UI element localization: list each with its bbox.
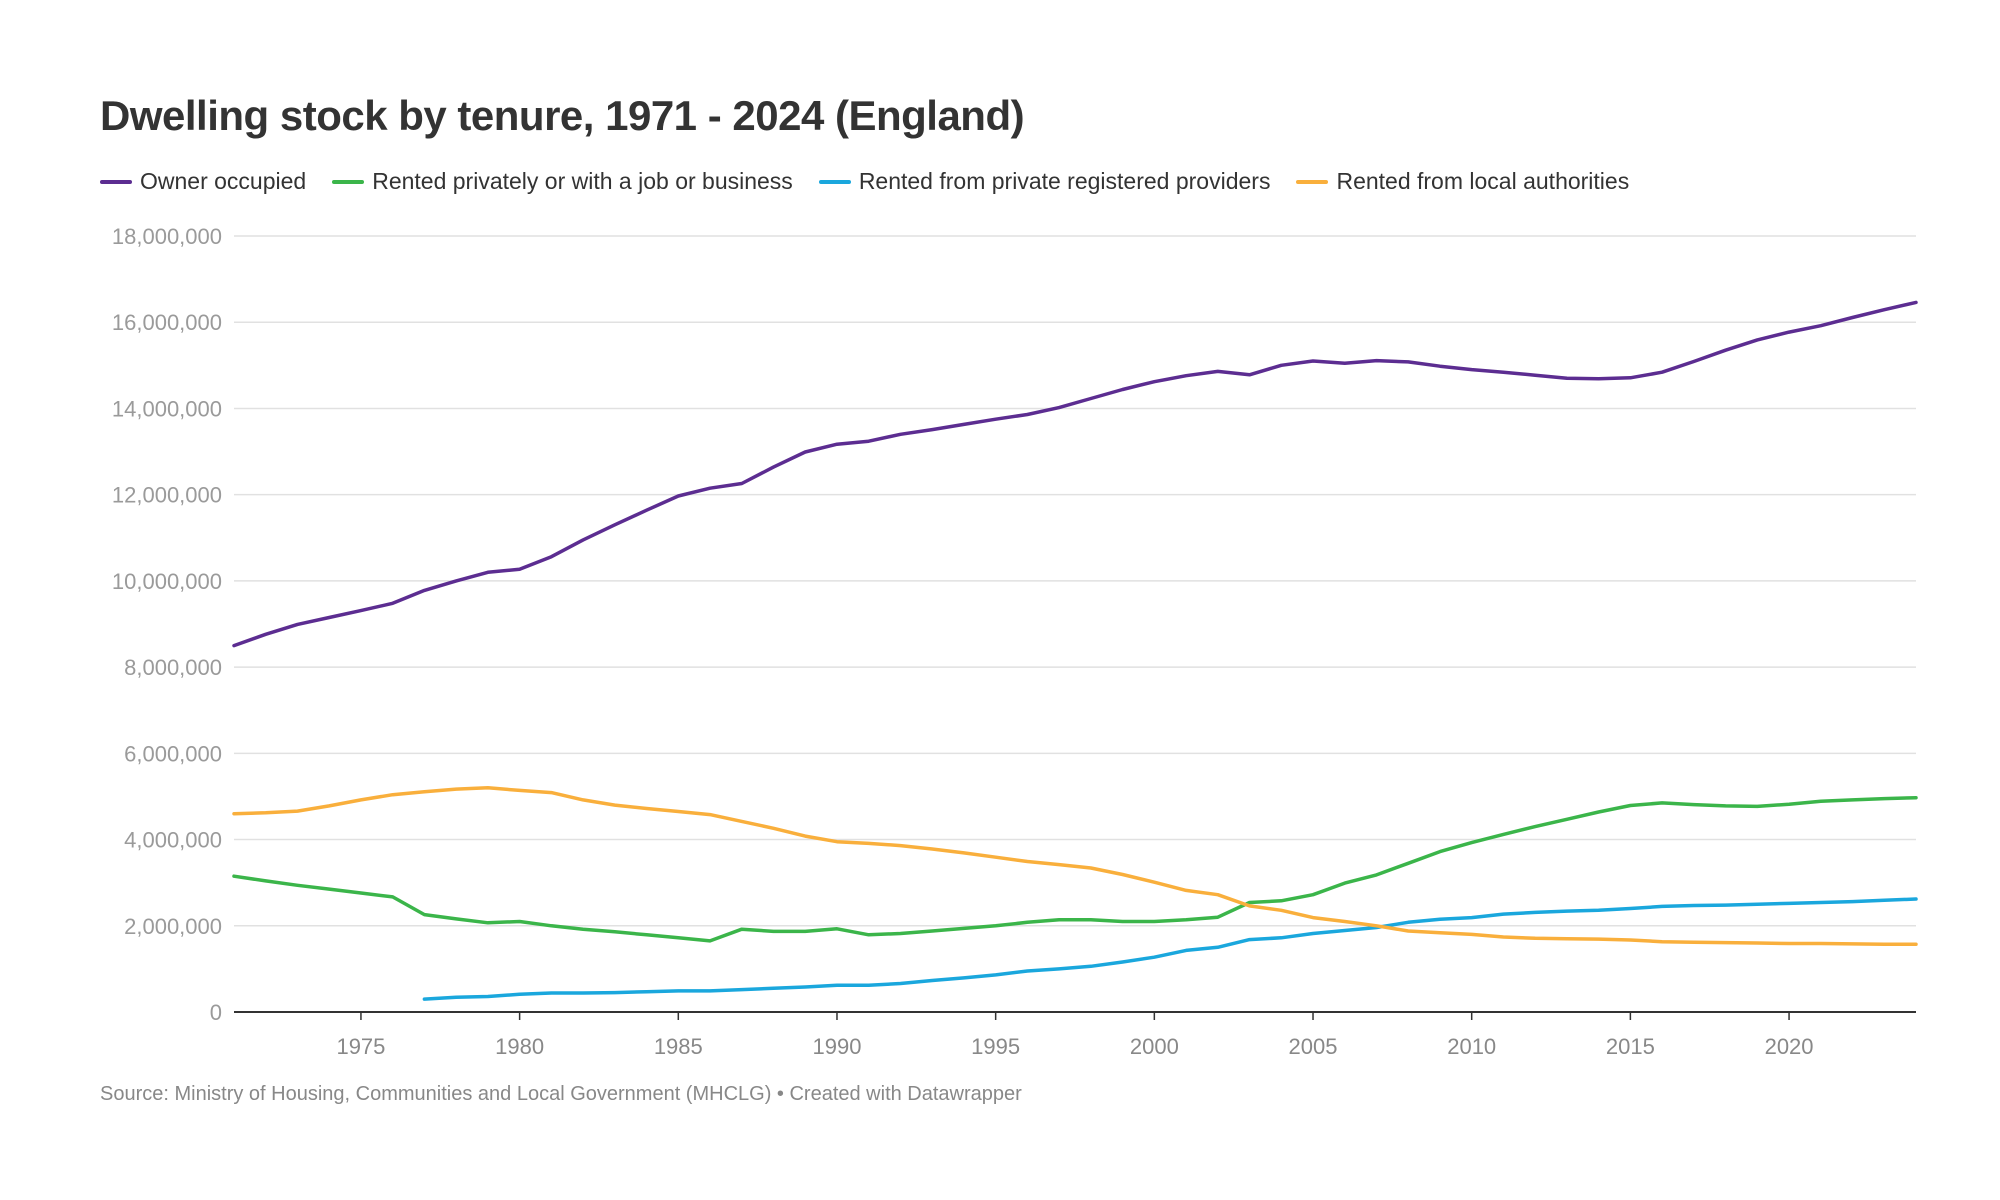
legend-label: Rented from private registered providers: [858, 168, 1271, 194]
legend-item-local-authorities[interactable]: Rented from local authorities: [1296, 168, 1629, 195]
y-tick-label: 18,000,000: [112, 224, 222, 249]
y-tick-label: 8,000,000: [124, 655, 222, 680]
x-tick-label: 2015: [1606, 1034, 1655, 1059]
x-tick-label: 1975: [336, 1034, 385, 1059]
y-tick-label: 16,000,000: [112, 310, 222, 335]
legend-swatch: [332, 179, 365, 184]
x-tick-label: 2000: [1130, 1034, 1179, 1059]
chart-legend: Owner occupied Rented privately or with …: [100, 168, 1629, 195]
legend-item-owner-occupied[interactable]: Owner occupied: [100, 168, 306, 195]
y-tick-label: 2,000,000: [124, 914, 222, 939]
x-tick-label: 1980: [495, 1034, 544, 1059]
legend-item-rented-privately[interactable]: Rented privately or with a job or busine…: [332, 168, 793, 195]
chart-title: Dwelling stock by tenure, 1971 - 2024 (E…: [100, 92, 1025, 139]
series-line-rented-from-private-registered-providers: [422, 897, 1918, 1001]
legend-swatch: [1296, 179, 1329, 184]
y-tick-label: 0: [210, 1000, 222, 1025]
x-tick-label: 1995: [971, 1034, 1020, 1059]
series-line-rented-from-local-authorities: [232, 786, 1918, 947]
x-tick-label: 2010: [1447, 1034, 1496, 1059]
y-tick-label: 12,000,000: [112, 483, 222, 508]
chart-source: Source: Ministry of Housing, Communities…: [100, 1083, 1022, 1105]
y-tick-label: 10,000,000: [112, 569, 222, 594]
x-tick-label: 1990: [813, 1034, 862, 1059]
series-line-owner-occupied: [232, 300, 1918, 648]
x-tick-label: 2020: [1765, 1034, 1814, 1059]
y-tick-label: 14,000,000: [112, 396, 222, 421]
y-tick-label: 4,000,000: [124, 828, 222, 853]
legend-label: Rented privately or with a job or busine…: [372, 168, 793, 194]
legend-swatch: [818, 179, 851, 184]
y-tick-label: 6,000,000: [124, 741, 222, 766]
x-tick-label: 1985: [654, 1034, 703, 1059]
legend-label: Rented from local authorities: [1336, 168, 1630, 194]
legend-item-private-registered-providers[interactable]: Rented from private registered providers: [818, 168, 1271, 195]
legend-label: Owner occupied: [140, 168, 307, 194]
legend-swatch: [100, 179, 132, 184]
series-line-rented-privately-or-with-a-job-or-business: [232, 795, 1918, 943]
x-tick-label: 2005: [1289, 1034, 1338, 1059]
